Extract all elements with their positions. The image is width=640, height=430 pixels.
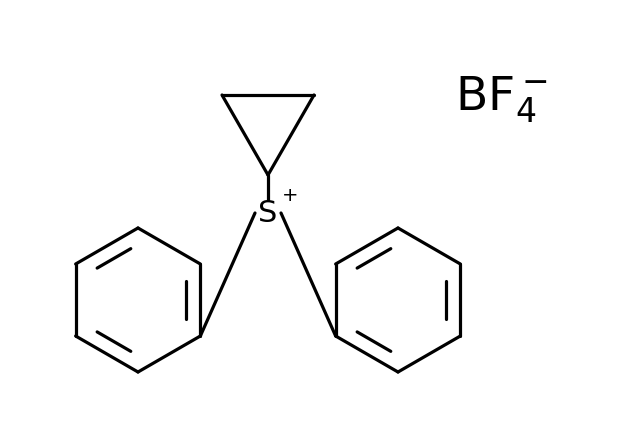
Text: BF$_4^-$: BF$_4^-$ <box>455 75 548 125</box>
Text: S: S <box>259 199 278 227</box>
Text: +: + <box>282 186 298 205</box>
